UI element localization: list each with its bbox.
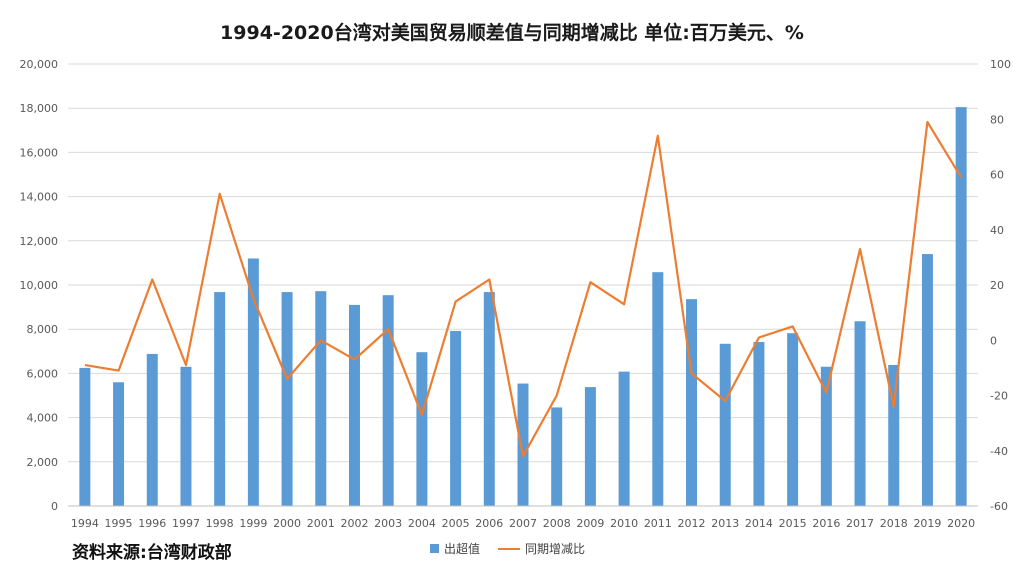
y-right-tick-label: 0: [990, 334, 997, 347]
x-tick-label: 2020: [947, 517, 975, 530]
y-right-tick-label: 100: [990, 58, 1011, 71]
bar-2002: [348, 304, 360, 506]
bar-2016: [820, 366, 832, 506]
bar-2004: [416, 352, 428, 506]
bar-1999: [247, 258, 259, 506]
bar-2005: [450, 330, 462, 506]
bar-2012: [686, 299, 698, 506]
x-tick-label: 2016: [812, 517, 840, 530]
x-tick-label: 2006: [475, 517, 503, 530]
bar-2001: [315, 291, 327, 506]
legend-item-bar: 出超值: [430, 540, 480, 557]
y-left-tick-label: 6,000: [27, 367, 59, 380]
x-tick-label: 1997: [172, 517, 200, 530]
x-tick-label: 2005: [442, 517, 470, 530]
x-tick-label: 1998: [206, 517, 234, 530]
x-tick-label: 2001: [307, 517, 335, 530]
legend-swatch-line: [498, 547, 521, 550]
bar-2011: [652, 272, 664, 506]
x-tick-label: 2017: [846, 517, 874, 530]
x-tick-label: 2019: [913, 517, 941, 530]
right-axis: -60 -40 -20 0 20 40 60 80 100: [990, 58, 1011, 513]
y-left-tick-label: 8,000: [27, 323, 59, 336]
y-right-tick-label: -40: [990, 445, 1008, 458]
x-axis: 1994 1995 1996 1997 1998 1999 2000 2001 2002 2003…: [68, 505, 978, 530]
bar-2019: [921, 254, 933, 506]
x-tick-label: 2011: [644, 517, 672, 530]
bar-1994: [79, 367, 91, 506]
x-tick-label: 2010: [610, 517, 638, 530]
y-left-tick-label: 20,000: [20, 58, 59, 71]
y-left-tick-label: 18,000: [20, 102, 59, 115]
x-tick-label: 1994: [71, 517, 99, 530]
legend-swatch-bar: [430, 544, 439, 553]
bar-2000: [281, 292, 293, 506]
y-right-tick-label: -20: [990, 390, 1008, 403]
y-left-tick-label: 16,000: [20, 146, 59, 159]
bar-1996: [146, 353, 158, 506]
x-tick-label: 2014: [745, 517, 773, 530]
x-tick-label: 2009: [576, 517, 604, 530]
y-left-tick-label: 0: [51, 500, 58, 513]
bar-2014: [753, 342, 765, 506]
legend-item-line: 同期增减比: [498, 540, 585, 557]
bar-2009: [584, 387, 596, 506]
bar-1997: [180, 366, 192, 506]
bar-2015: [787, 333, 799, 506]
bar-2007: [517, 383, 529, 506]
bar-2017: [854, 321, 866, 506]
bar-2018: [888, 365, 900, 506]
y-left-tick-label: 4,000: [27, 412, 59, 425]
legend: 出超值 同期增减比: [430, 540, 585, 557]
line-series-growth: [84, 120, 963, 458]
y-left-tick-label: 2,000: [27, 456, 59, 469]
x-tick-label: 2018: [880, 517, 908, 530]
bar-2008: [551, 407, 563, 506]
x-tick-label: 2015: [779, 517, 807, 530]
x-tick-label: 2003: [374, 517, 402, 530]
x-tick-label: 1999: [239, 517, 267, 530]
y-left-tick-label: 10,000: [20, 279, 59, 292]
bars-layer: [79, 107, 967, 506]
y-left-tick-label: 14,000: [20, 191, 59, 204]
left-axis: 0 2,000 4,000 6,000 8,000 10,000 12,000 14,000 1…: [20, 58, 59, 513]
y-right-tick-label: 20: [990, 279, 1004, 292]
bar-2006: [483, 292, 495, 506]
y-right-tick-label: -60: [990, 500, 1008, 513]
y-left-tick-label: 12,000: [20, 235, 59, 248]
y-right-tick-label: 40: [990, 224, 1004, 237]
x-tick-label: 2012: [678, 517, 706, 530]
source-note: 资料来源:台湾财政部: [72, 543, 232, 563]
x-tick-label: 2007: [509, 517, 537, 530]
x-tick-label: 1995: [105, 517, 133, 530]
y-right-tick-label: 60: [990, 169, 1004, 182]
x-tick-label: 2002: [340, 517, 368, 530]
bar-2020: [955, 107, 967, 506]
x-tick-label: 2000: [273, 517, 301, 530]
y-right-tick-label: 80: [990, 113, 1004, 126]
bar-2010: [618, 371, 630, 506]
legend-label-bar: 出超值: [444, 542, 481, 556]
x-tick-label: 2008: [543, 517, 571, 530]
x-tick-label: 1996: [138, 517, 166, 530]
chart-title: 1994-2020台湾对美国贸易顺差值与同期增减比 单位:百万美元、%: [220, 22, 804, 44]
bar-1998: [214, 292, 226, 506]
x-tick-label: 2004: [408, 517, 436, 530]
bar-2003: [382, 295, 394, 506]
bar-2013: [719, 343, 731, 506]
legend-label-line: 同期增减比: [525, 542, 586, 556]
x-tick-label: 2013: [711, 517, 739, 530]
bar-1995: [113, 382, 125, 506]
line-layer: [84, 120, 963, 458]
